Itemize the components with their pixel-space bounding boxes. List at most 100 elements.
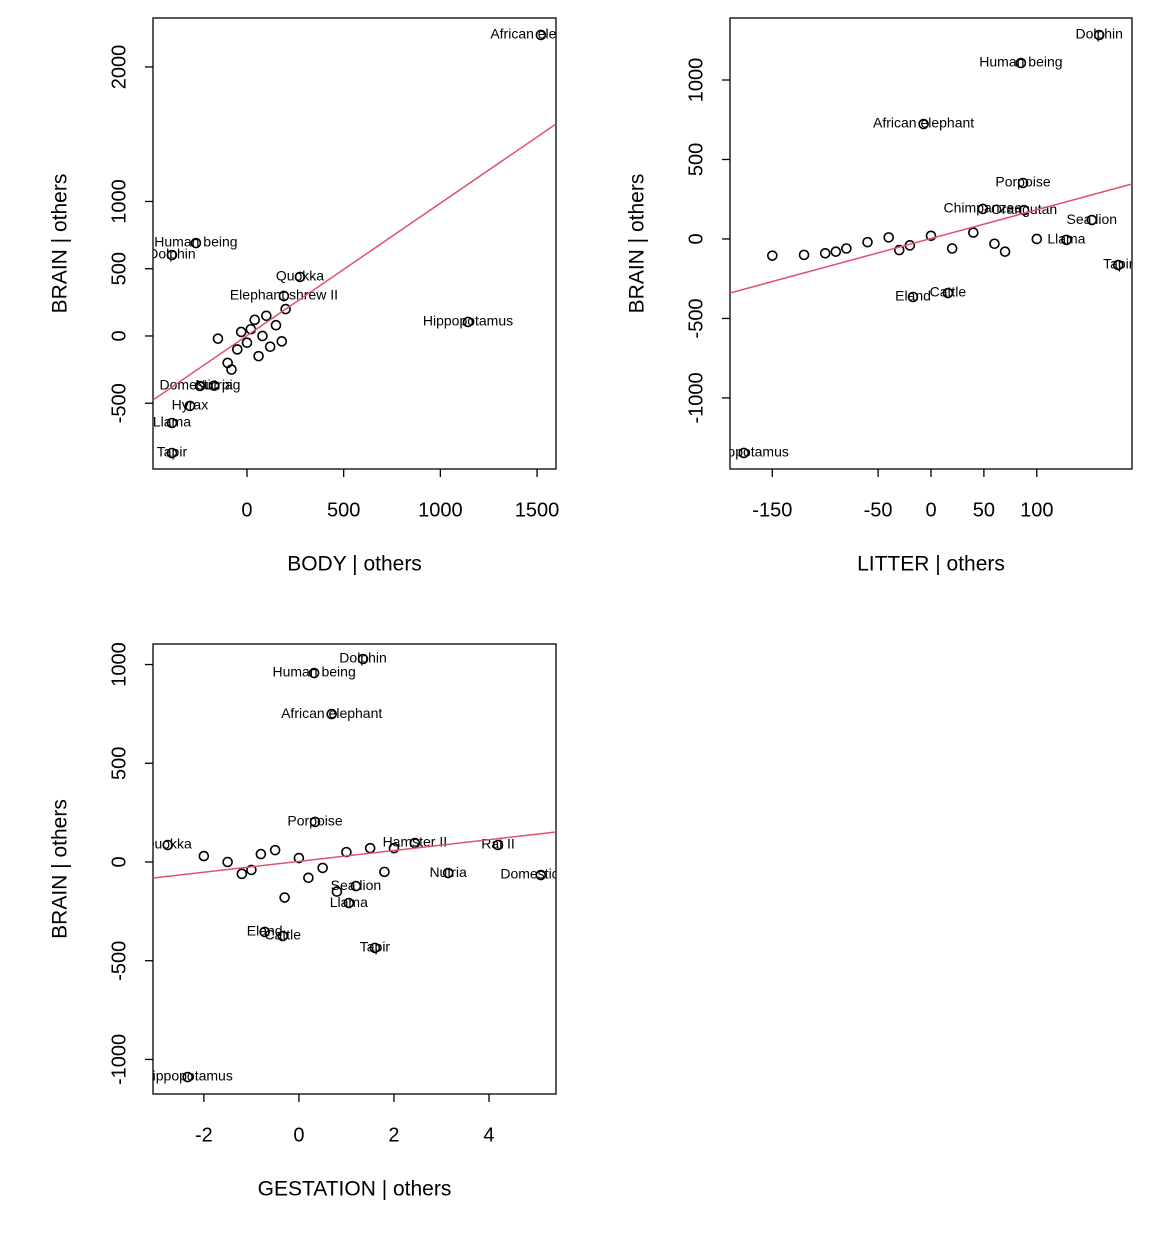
y-tick-label: -1000 bbox=[685, 372, 707, 423]
point-label: Sea lion bbox=[331, 877, 382, 893]
point-label: Quokka bbox=[276, 268, 324, 284]
point bbox=[259, 926, 270, 938]
point-label: Llama bbox=[153, 414, 191, 430]
point-label: Chimpanzee bbox=[944, 200, 1023, 216]
point bbox=[236, 868, 248, 880]
point bbox=[222, 856, 233, 868]
point bbox=[270, 319, 282, 331]
point bbox=[331, 886, 343, 897]
point-label: Elephant shrew II bbox=[230, 287, 338, 303]
point bbox=[294, 271, 306, 283]
point bbox=[1061, 234, 1072, 246]
point-label: Tapir bbox=[1103, 256, 1134, 272]
point-label: Hippopotamus bbox=[423, 313, 513, 329]
x-tick-label: 0 bbox=[241, 499, 252, 521]
point bbox=[1086, 214, 1098, 226]
point-label: Tapir bbox=[157, 444, 188, 460]
x-tick-label: 100 bbox=[1020, 499, 1053, 521]
x-tick-label: 1000 bbox=[418, 499, 463, 521]
x-axis-title: GESTATION | others bbox=[258, 1178, 452, 1201]
x-axis-title: LITTER | others bbox=[857, 553, 1005, 576]
point bbox=[269, 844, 281, 856]
point bbox=[241, 337, 253, 348]
point bbox=[535, 869, 547, 881]
point bbox=[198, 850, 210, 862]
point bbox=[819, 247, 831, 259]
point-label: Quokka bbox=[144, 836, 192, 852]
point bbox=[862, 236, 873, 248]
point bbox=[942, 287, 954, 299]
y-tick-label: 0 bbox=[685, 233, 707, 244]
point bbox=[232, 344, 243, 355]
fit-line bbox=[153, 831, 556, 879]
point-label: Human being bbox=[979, 54, 1062, 70]
point bbox=[279, 892, 290, 903]
point bbox=[326, 708, 337, 720]
point-label: Hyrax bbox=[172, 397, 209, 413]
point bbox=[293, 852, 305, 864]
point bbox=[249, 314, 261, 326]
x-tick-label: -2 bbox=[195, 1124, 213, 1146]
point-label: Llama bbox=[330, 894, 368, 910]
point bbox=[255, 848, 267, 860]
point bbox=[190, 237, 202, 249]
point bbox=[278, 290, 290, 302]
point bbox=[893, 244, 905, 256]
point-label: Llama bbox=[1047, 231, 1085, 247]
point-label: Dolphin bbox=[148, 246, 195, 262]
point bbox=[308, 667, 320, 679]
y-tick-label: 500 bbox=[685, 143, 707, 176]
point-label: Eland bbox=[247, 923, 283, 939]
y-tick-label: -500 bbox=[108, 941, 130, 981]
point bbox=[977, 203, 989, 215]
point-label: Hippopotamus bbox=[699, 444, 789, 460]
point bbox=[379, 866, 390, 878]
plot-box bbox=[152, 643, 557, 1095]
point-label: Porpoise bbox=[995, 174, 1050, 190]
x-tick-label: 0 bbox=[293, 1124, 304, 1146]
y-tick-label: 500 bbox=[108, 252, 130, 285]
point bbox=[946, 243, 958, 254]
point bbox=[246, 864, 257, 876]
y-tick-label: 1000 bbox=[108, 179, 130, 224]
x-tick-label: -150 bbox=[752, 499, 792, 521]
point-label: Human being bbox=[154, 234, 237, 250]
point bbox=[841, 243, 852, 254]
point bbox=[798, 249, 810, 261]
point bbox=[968, 227, 979, 238]
x-tick-label: 500 bbox=[327, 499, 360, 521]
point bbox=[1017, 177, 1029, 189]
y-tick-label: -1000 bbox=[108, 1034, 130, 1085]
y-tick-label: -500 bbox=[108, 383, 130, 423]
point bbox=[166, 417, 178, 429]
point bbox=[235, 326, 247, 338]
point-label: Orangutan bbox=[991, 201, 1057, 217]
y-tick-label: 0 bbox=[108, 856, 130, 867]
point bbox=[162, 839, 174, 851]
y-tick-label: -500 bbox=[685, 298, 707, 338]
point bbox=[166, 447, 178, 459]
point bbox=[1015, 57, 1027, 69]
point bbox=[182, 1071, 193, 1083]
point bbox=[535, 29, 547, 41]
point-label: African elephant bbox=[281, 705, 382, 721]
point bbox=[1093, 29, 1105, 41]
point bbox=[364, 842, 376, 854]
y-tick-label: 0 bbox=[108, 330, 130, 341]
point bbox=[738, 447, 750, 459]
point-label: Porpoise bbox=[287, 813, 342, 829]
point bbox=[277, 930, 289, 942]
point-label: Human being bbox=[272, 664, 355, 680]
point bbox=[442, 867, 454, 879]
point-label: Dolphin bbox=[339, 650, 386, 666]
x-tick-label: 0 bbox=[925, 499, 936, 521]
point bbox=[1031, 233, 1043, 245]
point-label: African elephant bbox=[873, 115, 974, 131]
point bbox=[830, 246, 842, 257]
x-axis-title: BODY | others bbox=[287, 553, 422, 576]
